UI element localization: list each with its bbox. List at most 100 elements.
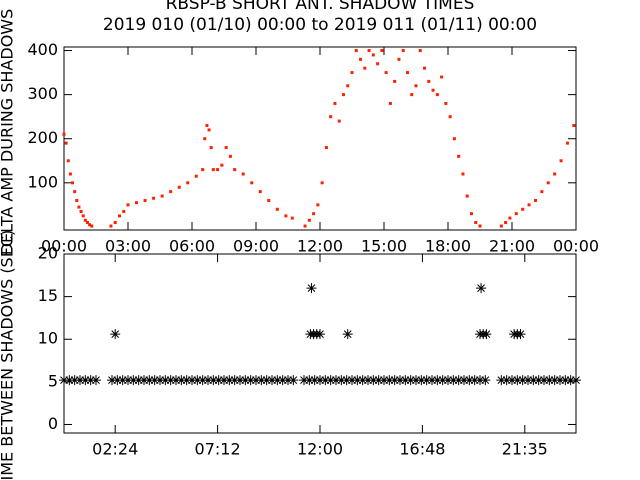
asterisk-point (240, 375, 251, 386)
data-point (152, 196, 156, 200)
asterisk-point (476, 283, 487, 294)
asterisk-point (549, 375, 560, 386)
data-point (448, 115, 452, 119)
data-point (216, 168, 220, 172)
asterisk-point (523, 375, 533, 386)
data-point (64, 141, 68, 145)
data-point (527, 203, 531, 207)
x-tick-label: 07:12 (195, 440, 241, 459)
asterisk-point (288, 375, 299, 386)
y-axis-label: TIME BETWEEN SHADOWS (SEC) (0, 230, 17, 480)
x-tick-label: 00:00 (41, 237, 87, 256)
asterisk-point (91, 375, 101, 386)
asterisk-point (155, 375, 165, 386)
asterisk-point (128, 375, 139, 386)
y-tick-label: 5 (48, 371, 58, 390)
data-point (514, 212, 518, 216)
asterisk-point (555, 375, 565, 386)
asterisk-point (481, 329, 492, 340)
asterisk-point (325, 375, 336, 386)
asterisk-point (229, 375, 240, 386)
data-point (79, 209, 83, 213)
data-point (435, 93, 439, 97)
data-point (275, 207, 279, 211)
data-point (83, 218, 87, 222)
data-point (405, 71, 409, 75)
asterisk-point (437, 375, 448, 386)
x-tick-label: 15:00 (361, 237, 407, 256)
data-point (423, 66, 427, 70)
data-point (307, 218, 311, 222)
asterisk-point (373, 375, 384, 386)
data-point (73, 190, 77, 194)
data-point (380, 49, 384, 53)
data-point (85, 221, 89, 225)
asterisk-point (427, 375, 437, 386)
data-point (117, 214, 121, 218)
data-point (341, 93, 345, 97)
data-point (62, 132, 66, 136)
data-point (290, 216, 294, 220)
asterisk-point (501, 375, 512, 386)
asterisk-point (515, 329, 526, 340)
y-tick-label: 0 (48, 414, 58, 433)
asterisk-point (306, 283, 317, 294)
data-point (177, 185, 181, 189)
asterisk-point (411, 375, 421, 386)
data-point (169, 190, 173, 194)
asterisk-point (197, 375, 208, 386)
y-tick-label: 10 (38, 329, 58, 348)
asterisk-point (59, 375, 69, 386)
asterisk-point (272, 375, 283, 386)
x-tick-label: 02:24 (92, 440, 138, 459)
data-point (401, 49, 405, 53)
asterisk-point (235, 375, 245, 386)
asterisk-point (123, 375, 133, 386)
data-point (388, 101, 392, 105)
data-point (207, 128, 211, 132)
data-point (410, 93, 414, 97)
data-point (359, 57, 363, 61)
asterisk-point (357, 375, 368, 386)
asterisk-point (144, 375, 155, 386)
data-point (205, 123, 209, 127)
data-point (312, 212, 316, 216)
asterisk-point (315, 375, 325, 386)
asterisk-point (416, 375, 427, 386)
asterisk-point (267, 375, 277, 386)
asterisk-point (453, 375, 464, 386)
asterisk-point (389, 375, 400, 386)
asterisk-point (384, 375, 395, 386)
asterisk-point (517, 375, 528, 386)
y-axis-label: DELTA AMP DURING SHADOWS (0, 9, 17, 256)
data-point (559, 159, 563, 163)
asterisk-point (219, 375, 229, 386)
x-tick-label: 09:00 (233, 237, 279, 256)
data-point (474, 221, 478, 225)
asterisk-point (528, 375, 539, 386)
data-point (90, 224, 94, 228)
asterisk-point (85, 375, 96, 386)
asterisk-point (379, 375, 389, 386)
asterisk-point (251, 375, 261, 386)
asterisk-point (464, 375, 475, 386)
x-tick-label: 21:00 (489, 237, 535, 256)
data-point (135, 201, 139, 205)
data-point (427, 79, 431, 83)
asterisk-point (309, 375, 320, 386)
data-point (431, 88, 435, 92)
asterisk-point (187, 375, 197, 386)
data-point (316, 203, 320, 207)
data-point (533, 198, 537, 202)
data-point (241, 172, 245, 176)
asterisk-point (107, 375, 117, 386)
data-point (224, 146, 228, 150)
asterisk-point (315, 329, 325, 340)
data-point (367, 49, 371, 53)
data-point (504, 221, 508, 225)
x-tick-label: 12:00 (297, 440, 343, 459)
data-point (452, 137, 456, 141)
asterisk-point (432, 375, 443, 386)
asterisk-point (400, 375, 411, 386)
